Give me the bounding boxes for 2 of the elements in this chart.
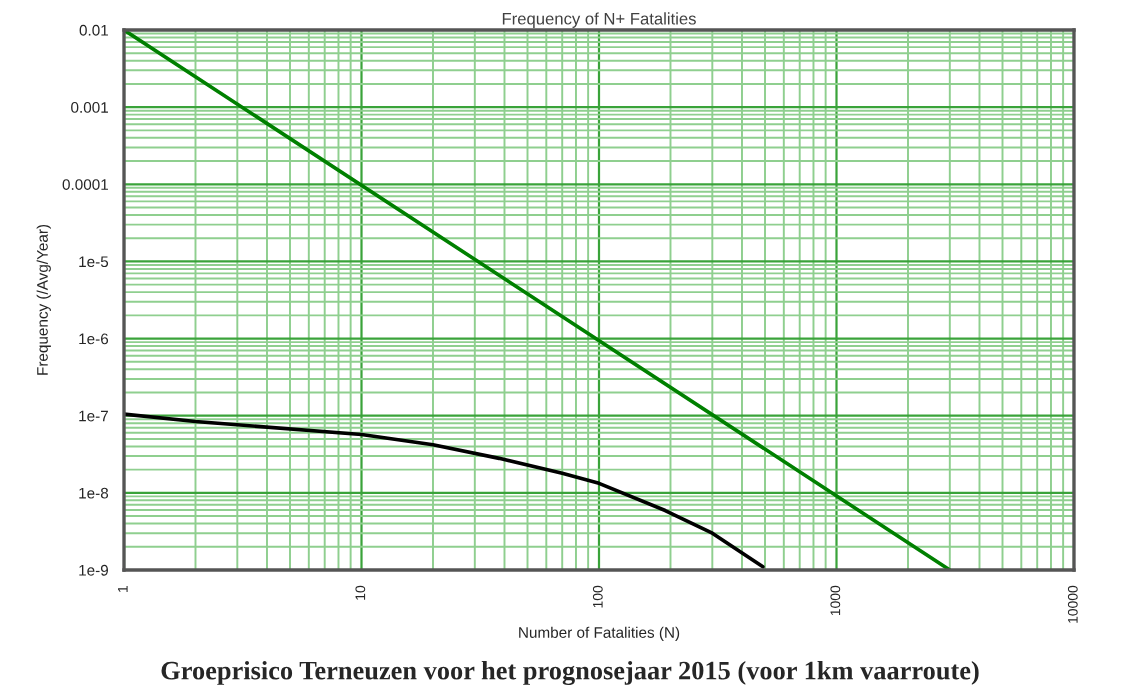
chart-title: Frequency of N+ Fatalities [502,12,696,28]
text: Groeprisico Terneuzen voor het prognosejaar 2015 (voor 1km vaarroute) [161,660,979,686]
